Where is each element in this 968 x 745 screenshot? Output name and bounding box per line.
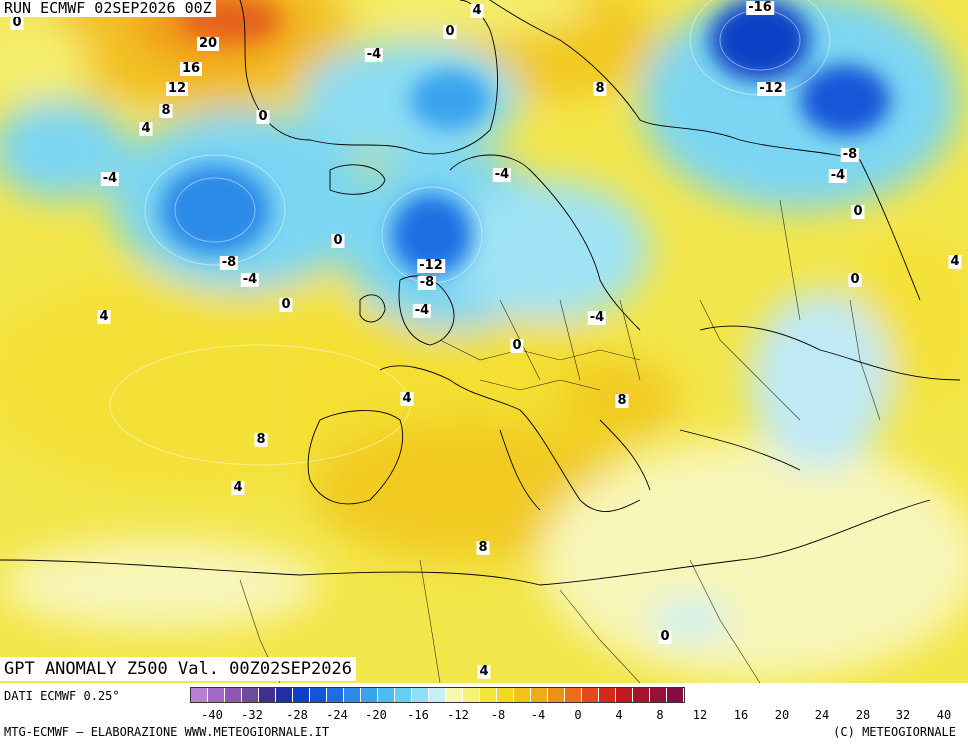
legend-tick-label: -24 <box>326 708 348 722</box>
legend-swatch <box>650 688 667 702</box>
contour-label: 20 <box>196 36 220 51</box>
legend-swatch <box>446 688 463 702</box>
legend-tick-label: 16 <box>733 708 749 722</box>
legend-tick-label: 4 <box>615 708 623 722</box>
contour-label: 0 <box>851 204 865 219</box>
anomaly-shading <box>0 0 968 680</box>
legend-swatch <box>225 688 242 702</box>
legend-swatch <box>548 688 565 702</box>
legend-swatch <box>293 688 310 702</box>
legend-swatch <box>480 688 497 702</box>
contour-label: 8 <box>615 393 629 408</box>
legend-swatch <box>667 688 684 702</box>
credit-right: (C) METEOGIORNALE <box>833 725 956 739</box>
legend-tick-label: -12 <box>447 708 469 722</box>
legend-swatch <box>429 688 446 702</box>
legend-tick-label: 28 <box>855 708 871 722</box>
contour-label: 0 <box>848 272 862 287</box>
legend-swatch <box>412 688 429 702</box>
legend-swatch <box>582 688 599 702</box>
legend-tick-label: -28 <box>286 708 308 722</box>
contour-label: 0 <box>279 297 293 312</box>
legend-tick-label: 24 <box>814 708 830 722</box>
legend-tick-label: -4 <box>530 708 546 722</box>
anomaly-field <box>0 0 968 683</box>
legend-swatch <box>633 688 650 702</box>
contour-label: 0 <box>10 15 24 30</box>
contour-label: 0 <box>443 24 457 39</box>
contour-label: 4 <box>477 664 491 679</box>
contour-label: -12 <box>757 81 785 96</box>
contour-label: -8 <box>840 147 860 162</box>
legend-tick-label: 32 <box>895 708 911 722</box>
legend-swatch <box>497 688 514 702</box>
contour-label: -4 <box>412 303 432 318</box>
coastlines <box>0 0 961 586</box>
legend-swatch <box>242 688 259 702</box>
contour-label: 0 <box>331 233 345 248</box>
run-label: RUN ECMWF 02SEP2026 00Z <box>0 0 216 17</box>
contour-label: -4 <box>828 168 848 183</box>
legend-tick-label: -20 <box>365 708 387 722</box>
legend-swatch <box>344 688 361 702</box>
legend-swatch <box>327 688 344 702</box>
legend-tick-label: -40 <box>201 708 223 722</box>
legend-tick-label: -8 <box>490 708 506 722</box>
credit-left: MTG-ECMWF – ELABORAZIONE WWW.METEOGIORNA… <box>4 725 330 739</box>
contour-label: -4 <box>587 310 607 325</box>
contour-label: 4 <box>231 480 245 495</box>
legend-tick-label: -32 <box>241 708 263 722</box>
legend-tick-label: 40 <box>936 708 952 722</box>
legend-tick-label: 0 <box>574 708 582 722</box>
contour-label: -8 <box>417 275 437 290</box>
contour-label: 0 <box>658 629 672 644</box>
contour-label: 8 <box>254 432 268 447</box>
legend-swatch <box>616 688 633 702</box>
contour-label: -4 <box>364 47 384 62</box>
contour-label: -4 <box>240 272 260 287</box>
footer: DATI ECMWF 0.25° -40 -32 -28 -24 -20 -16 -12 -8… <box>0 683 968 745</box>
contour-label: 12 <box>165 81 189 96</box>
legend-swatch <box>599 688 616 702</box>
contour-label: -4 <box>100 171 120 186</box>
contour-label: 8 <box>159 103 173 118</box>
contour-label: 16 <box>179 61 203 76</box>
contour-label: 4 <box>400 391 414 406</box>
contour-label: 4 <box>470 3 484 18</box>
legend-swatch <box>310 688 327 702</box>
legend-swatch <box>565 688 582 702</box>
contour-label: 8 <box>593 81 607 96</box>
data-source: DATI ECMWF 0.25° <box>4 689 120 703</box>
legend-tick-label: 12 <box>692 708 708 722</box>
legend-swatch <box>463 688 480 702</box>
legend-swatch <box>395 688 412 702</box>
map-title: GPT ANOMALY Z500 Val. 00Z02SEP2026 <box>0 657 356 681</box>
borders <box>239 199 881 683</box>
legend-swatch <box>191 688 208 702</box>
contour-label: 4 <box>948 254 962 269</box>
legend-swatch <box>361 688 378 702</box>
legend-swatch <box>378 688 395 702</box>
contour-label: 4 <box>97 309 111 324</box>
contour-label: -4 <box>492 167 512 182</box>
color-legend <box>190 687 685 703</box>
anomaly-cores <box>160 0 890 275</box>
contour-label: 0 <box>510 338 524 353</box>
contour-label: -12 <box>417 258 445 273</box>
legend-tick-label: 20 <box>774 708 790 722</box>
contour-label: -8 <box>219 255 239 270</box>
anomaly-map: 0 20 16 12 8 4 -4 -4 0 0 4 8 -16 -12 -8 -4 0 -4 0 -12 -8 -8 -4… <box>0 0 968 683</box>
legend-swatch <box>208 688 225 702</box>
legend-tick-label: 8 <box>656 708 664 722</box>
legend-tick-label: -16 <box>407 708 429 722</box>
legend-swatch <box>259 688 276 702</box>
contour-label: 0 <box>256 109 270 124</box>
legend-swatch <box>514 688 531 702</box>
contour-label: -16 <box>746 0 774 15</box>
contour-label: 8 <box>476 540 490 555</box>
contour-label: 4 <box>139 121 153 136</box>
legend-swatch <box>276 688 293 702</box>
legend-swatch <box>531 688 548 702</box>
